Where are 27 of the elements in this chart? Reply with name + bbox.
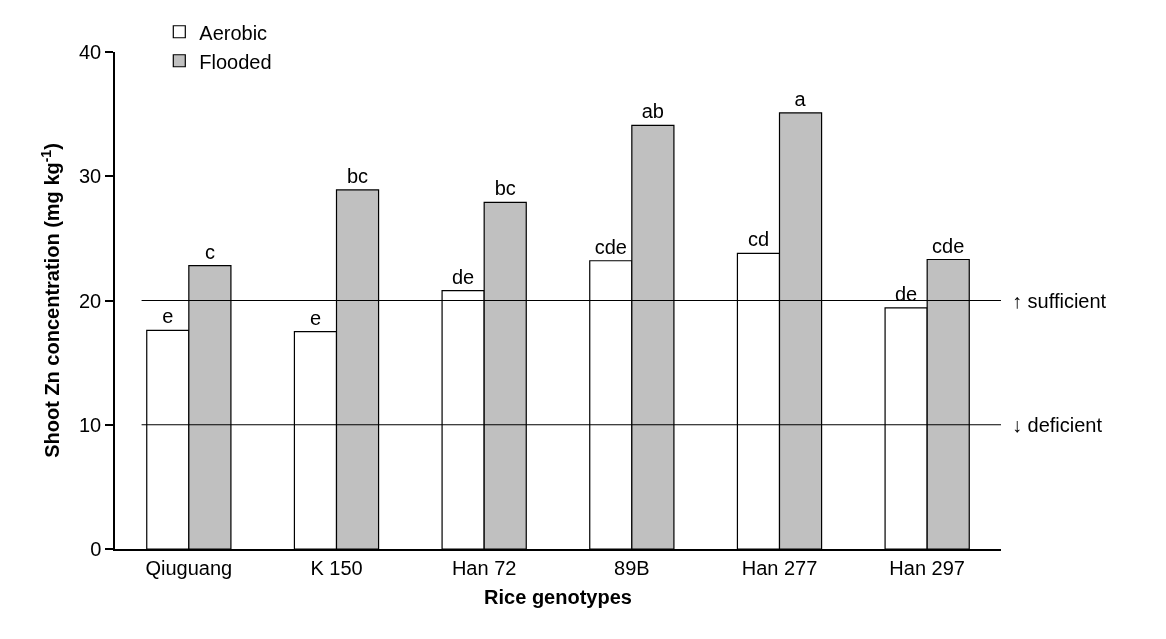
y-tick-label: 10 — [79, 413, 102, 436]
x-tick-label: Han 277 — [741, 556, 818, 579]
y-tick-label: 0 — [90, 538, 102, 560]
ref-line-label: ↑ sufficient — [1012, 290, 1107, 312]
ref-line-label: ↓ deficient — [1012, 414, 1103, 436]
y-tick-label: 30 — [79, 165, 102, 188]
data-label: ab — [641, 100, 664, 123]
data-label: cde — [594, 235, 627, 258]
data-label: cd — [747, 228, 770, 251]
data-label: a — [794, 87, 807, 110]
x-tick-label: 89B — [614, 556, 650, 579]
y-tick-label: 40 — [79, 41, 102, 63]
y-tick-label: 20 — [79, 289, 102, 312]
data-label: cde — [932, 234, 965, 257]
x-tick-label: Qiuguang — [145, 556, 233, 579]
legend-label: Flooded — [199, 50, 272, 73]
data-label: bc — [346, 164, 369, 187]
x-axis-title: Rice genotypes — [484, 585, 632, 608]
data-label: de — [452, 265, 475, 288]
x-tick-label: K 150 — [310, 556, 363, 579]
legend-label: Aerobic — [199, 21, 268, 44]
data-label: bc — [494, 177, 516, 200]
data-label: e — [162, 305, 174, 328]
data-label: e — [309, 306, 322, 329]
x-tick-label: Han 297 — [889, 556, 965, 579]
x-tick-label: Han 72 — [451, 556, 517, 579]
data-label: c — [204, 240, 215, 263]
